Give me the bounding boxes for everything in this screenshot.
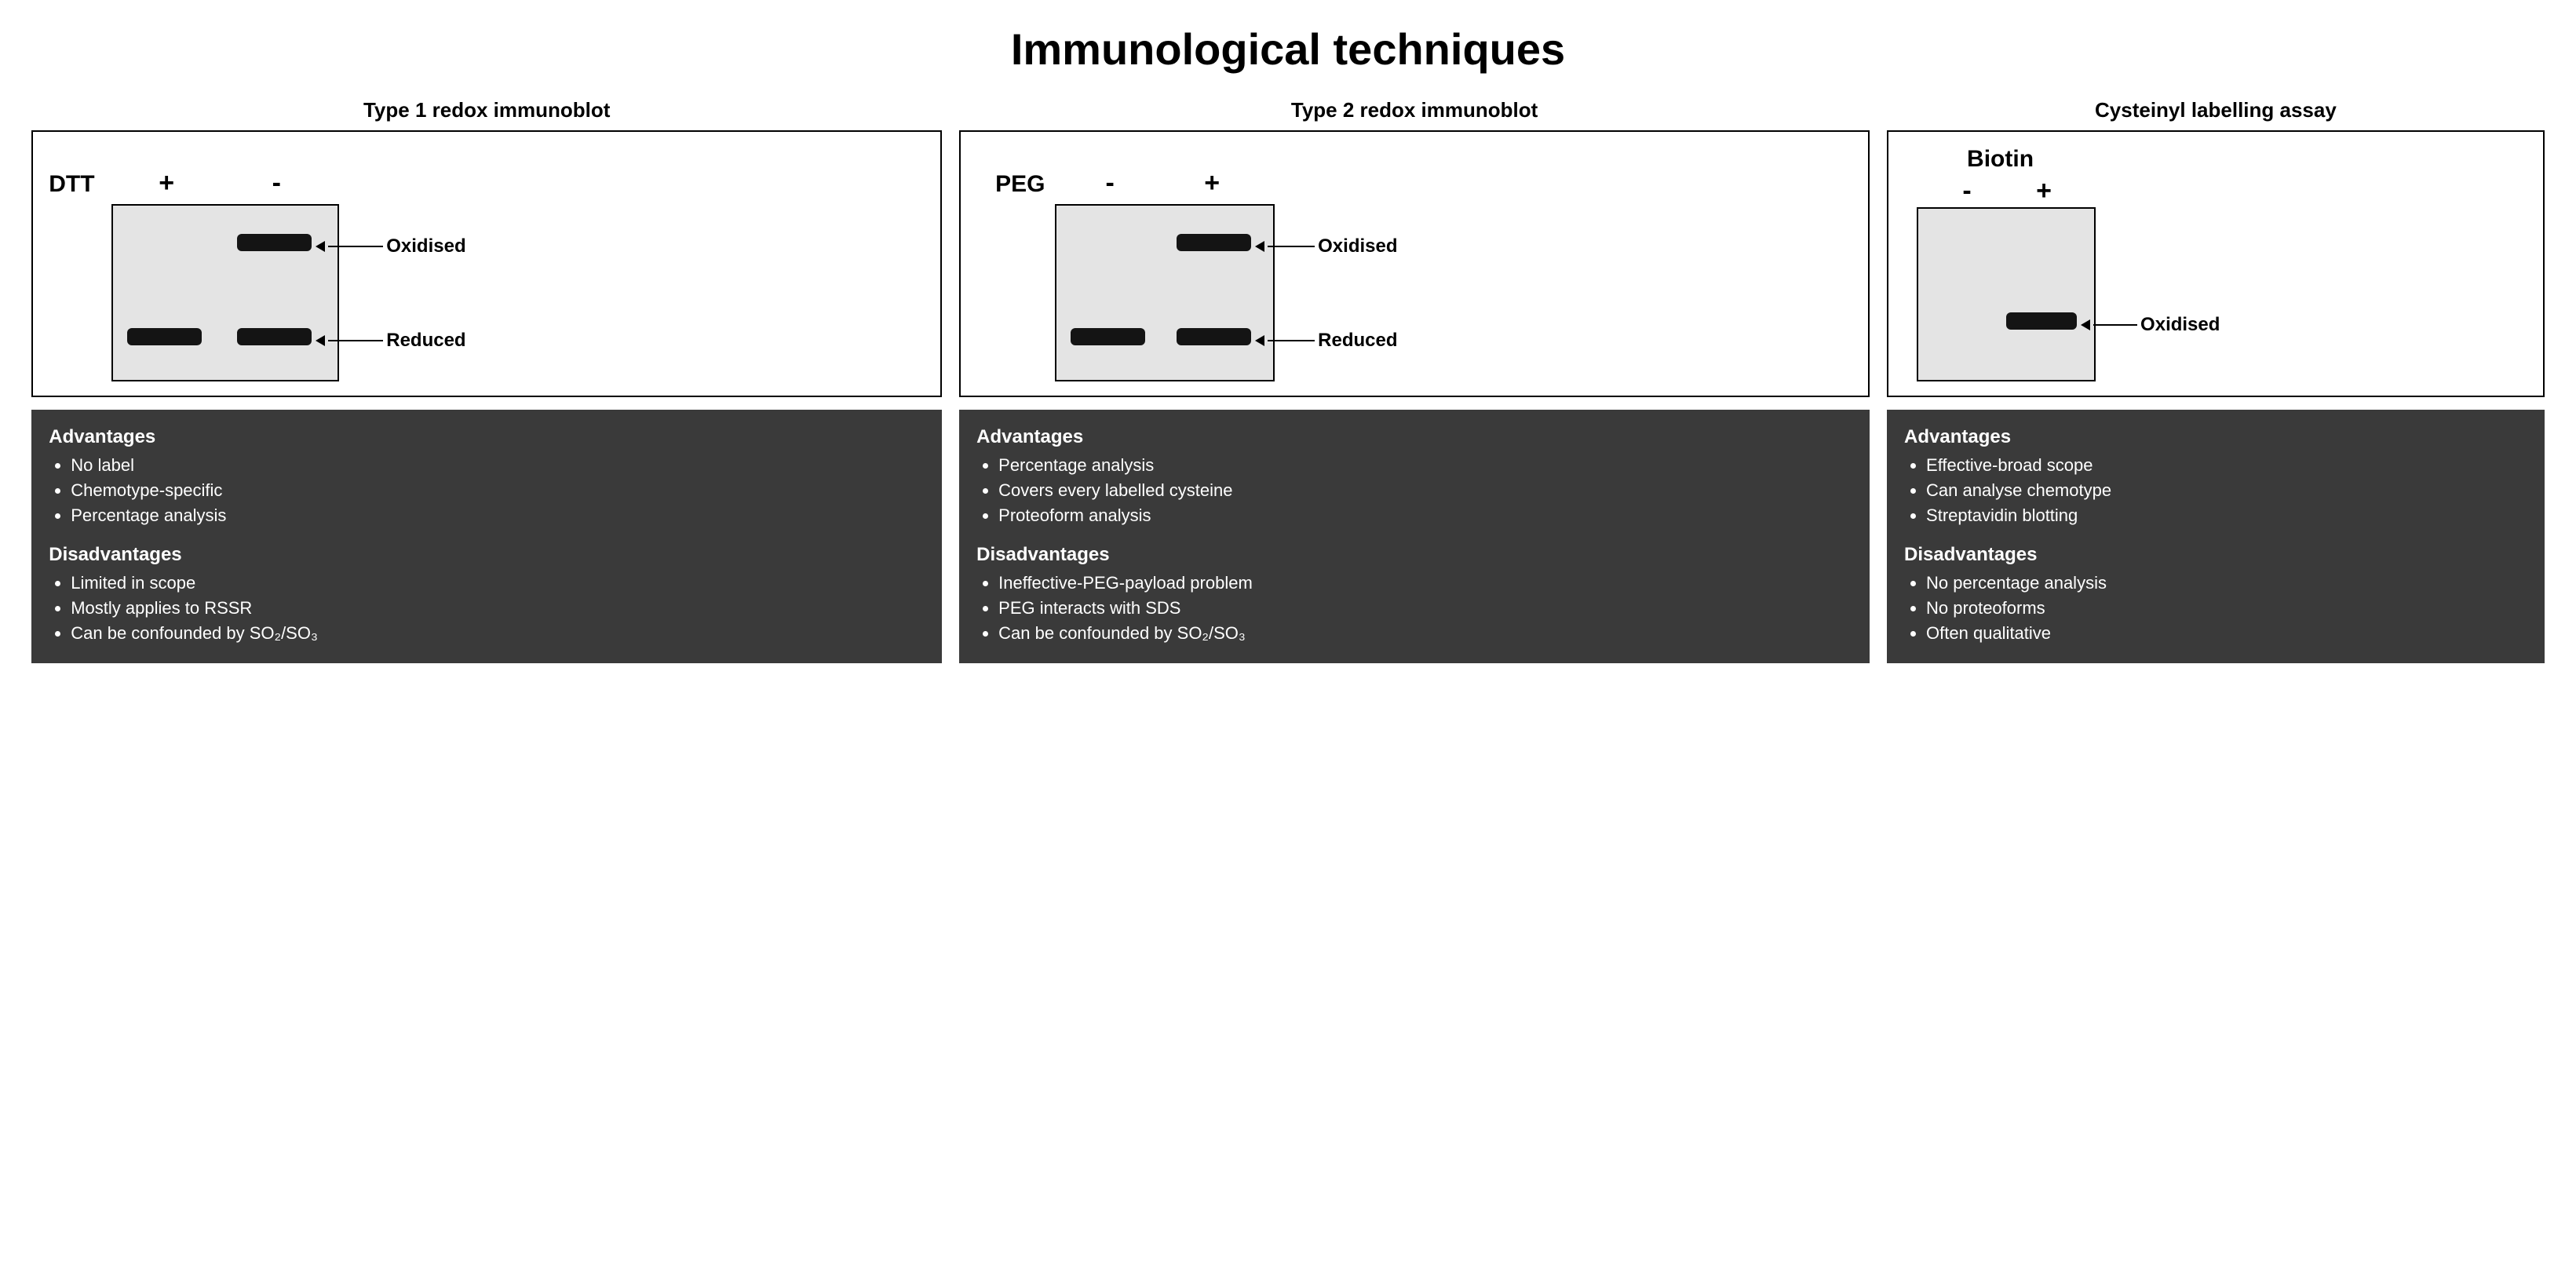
band-arrow: Oxidised bbox=[1255, 235, 1397, 257]
arrow-head-icon bbox=[2081, 319, 2090, 330]
panel-title: Type 1 redox immunoblot bbox=[31, 98, 942, 122]
list-item: No percentage analysis bbox=[1926, 571, 2527, 596]
lane-sign: - bbox=[1094, 168, 1126, 199]
reagent-label: PEG bbox=[995, 171, 1045, 198]
page-title: Immunological techniques bbox=[24, 24, 2552, 75]
list-item: Often qualitative bbox=[1926, 621, 2527, 646]
gel-area bbox=[1055, 204, 1275, 381]
list-item: Proteoform analysis bbox=[998, 503, 1852, 528]
band-reduced bbox=[127, 328, 202, 345]
advantages-heading: Advantages bbox=[1904, 424, 2527, 451]
list-item: Streptavidin blotting bbox=[1926, 503, 2527, 528]
lane-sign: + bbox=[1196, 168, 1228, 199]
lane-sign: - bbox=[1951, 176, 1983, 206]
arrow-line bbox=[2093, 324, 2137, 326]
panel-type1: Type 1 redox immunoblot DTT + - Oxidised… bbox=[31, 98, 942, 663]
info-box: Advantages Percentage analysis Covers ev… bbox=[959, 410, 1870, 663]
list-item: PEG interacts with SDS bbox=[998, 596, 1852, 621]
reagent-label: Biotin bbox=[1967, 146, 2034, 173]
lane-sign: + bbox=[2028, 176, 2060, 206]
arrow-head-icon bbox=[316, 241, 325, 252]
list-item: Effective-broad scope bbox=[1926, 453, 2527, 478]
arrow-line bbox=[1268, 340, 1315, 341]
lane-sign: - bbox=[261, 168, 292, 199]
gel-area bbox=[1917, 207, 2096, 381]
panel-title: Cysteinyl labelling assay bbox=[1887, 98, 2545, 122]
blot-frame: PEG - + Oxidised Reduced bbox=[959, 130, 1870, 397]
band-oxidised bbox=[237, 234, 312, 251]
info-box: Advantages No label Chemotype-specific P… bbox=[31, 410, 942, 663]
list-item: Percentage analysis bbox=[998, 453, 1852, 478]
list-item: Mostly applies to RSSR bbox=[71, 596, 925, 621]
list-item: No label bbox=[71, 453, 925, 478]
lane-sign: + bbox=[151, 168, 182, 199]
list-item: Can analyse chemotype bbox=[1926, 478, 2527, 503]
band-arrow: Reduced bbox=[1255, 330, 1397, 352]
list-item: Percentage analysis bbox=[71, 503, 925, 528]
band-reduced bbox=[1071, 328, 1145, 345]
disadvantages-list: Limited in scope Mostly applies to RSSR … bbox=[49, 571, 925, 646]
info-box: Advantages Effective-broad scope Can ana… bbox=[1887, 410, 2545, 663]
band-oxidised bbox=[1177, 234, 1251, 251]
disadvantages-list: Ineffective-PEG-payload problem PEG inte… bbox=[976, 571, 1852, 646]
arrow-line bbox=[1268, 246, 1315, 247]
arrow-label: Oxidised bbox=[2140, 314, 2220, 336]
band-reduced bbox=[1177, 328, 1251, 345]
band-reduced bbox=[237, 328, 312, 345]
arrow-head-icon bbox=[1255, 241, 1264, 252]
blot-frame: Biotin - + Oxidised bbox=[1887, 130, 2545, 397]
advantages-list: Effective-broad scope Can analyse chemot… bbox=[1904, 453, 2527, 528]
advantages-heading: Advantages bbox=[49, 424, 925, 451]
panel-cysteinyl: Cysteinyl labelling assay Biotin - + Oxi… bbox=[1887, 98, 2545, 663]
advantages-list: Percentage analysis Covers every labelle… bbox=[976, 453, 1852, 528]
advantages-list: No label Chemotype-specific Percentage a… bbox=[49, 453, 925, 528]
list-item: Limited in scope bbox=[71, 571, 925, 596]
disadvantages-list: No percentage analysis No proteoforms Of… bbox=[1904, 571, 2527, 646]
arrow-label: Reduced bbox=[386, 330, 465, 352]
disadvantages-heading: Disadvantages bbox=[1904, 542, 2527, 569]
panel-title: Type 2 redox immunoblot bbox=[959, 98, 1870, 122]
list-item: Chemotype-specific bbox=[71, 478, 925, 503]
gel-area bbox=[111, 204, 339, 381]
band-arrow: Reduced bbox=[316, 330, 465, 352]
reagent-label: DTT bbox=[49, 171, 94, 198]
arrow-line bbox=[328, 340, 383, 341]
list-item: Ineffective-PEG-payload problem bbox=[998, 571, 1852, 596]
advantages-heading: Advantages bbox=[976, 424, 1852, 451]
panel-columns: Type 1 redox immunoblot DTT + - Oxidised… bbox=[24, 98, 2552, 663]
arrow-label: Oxidised bbox=[386, 235, 465, 257]
arrow-label: Oxidised bbox=[1318, 235, 1397, 257]
blot-frame: DTT + - Oxidised Reduced bbox=[31, 130, 942, 397]
arrow-label: Reduced bbox=[1318, 330, 1397, 352]
list-item: No proteoforms bbox=[1926, 596, 2527, 621]
band-arrow: Oxidised bbox=[2081, 314, 2220, 336]
arrow-head-icon bbox=[1255, 335, 1264, 346]
band-arrow: Oxidised bbox=[316, 235, 465, 257]
list-item: Can be confounded by SO₂/SO₃ bbox=[998, 621, 1852, 646]
arrow-head-icon bbox=[316, 335, 325, 346]
list-item: Can be confounded by SO₂/SO₃ bbox=[71, 621, 925, 646]
disadvantages-heading: Disadvantages bbox=[976, 542, 1852, 569]
list-item: Covers every labelled cysteine bbox=[998, 478, 1852, 503]
arrow-line bbox=[328, 246, 383, 247]
disadvantages-heading: Disadvantages bbox=[49, 542, 925, 569]
band-oxidised bbox=[2006, 312, 2077, 330]
panel-type2: Type 2 redox immunoblot PEG - + Oxidised… bbox=[959, 98, 1870, 663]
